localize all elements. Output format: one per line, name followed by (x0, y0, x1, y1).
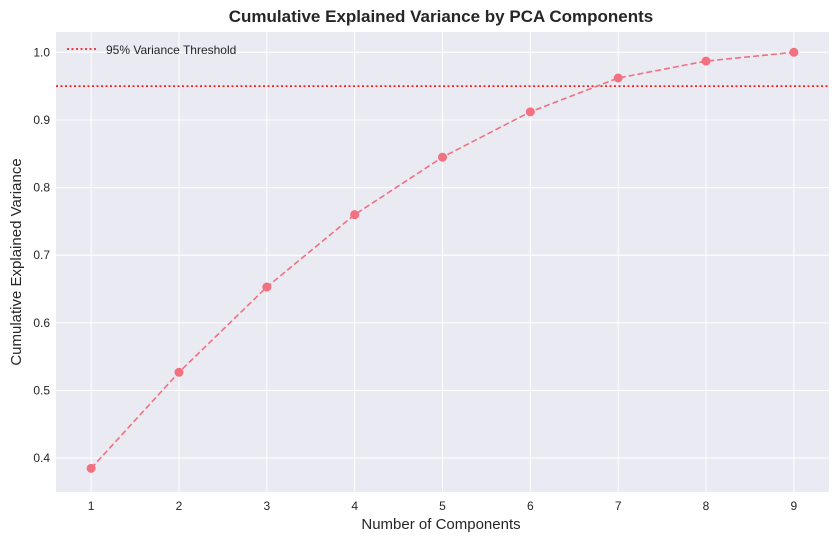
x-tick-label: 9 (791, 499, 798, 513)
y-tick-label: 0.8 (33, 181, 50, 195)
legend: 95% Variance Threshold (67, 43, 236, 57)
y-tick-label: 0.9 (33, 113, 50, 127)
x-tick-label: 3 (263, 499, 270, 513)
data-point (613, 73, 623, 83)
y-tick-label: 0.6 (33, 316, 50, 330)
chart-title: Cumulative Explained Variance by PCA Com… (229, 7, 653, 26)
data-point (350, 210, 360, 220)
y-tick-label: 0.7 (33, 248, 50, 262)
data-point (174, 367, 184, 377)
data-point (525, 107, 535, 117)
x-tick-label: 5 (439, 499, 446, 513)
data-point (438, 152, 447, 162)
x-axis-label: Number of Components (361, 516, 520, 533)
data-point (701, 56, 711, 66)
x-tick-label: 6 (527, 499, 534, 513)
x-tick-label: 4 (351, 499, 358, 513)
data-point (262, 282, 272, 292)
data-point (789, 47, 799, 57)
y-tick-label: 0.5 (33, 384, 50, 398)
x-tick-label: 8 (703, 499, 710, 513)
x-tick-label: 2 (176, 499, 183, 513)
grid (56, 32, 829, 492)
y-tick-label: 0.4 (33, 451, 50, 465)
y-axis-label: Cumulative Explained Variance (8, 158, 25, 365)
legend-threshold-label: 95% Variance Threshold (106, 43, 236, 57)
data-point (86, 463, 96, 473)
x-tick-label: 1 (88, 499, 95, 513)
x-tick-label: 7 (615, 499, 622, 513)
y-tick-label: 1.0 (33, 45, 50, 59)
